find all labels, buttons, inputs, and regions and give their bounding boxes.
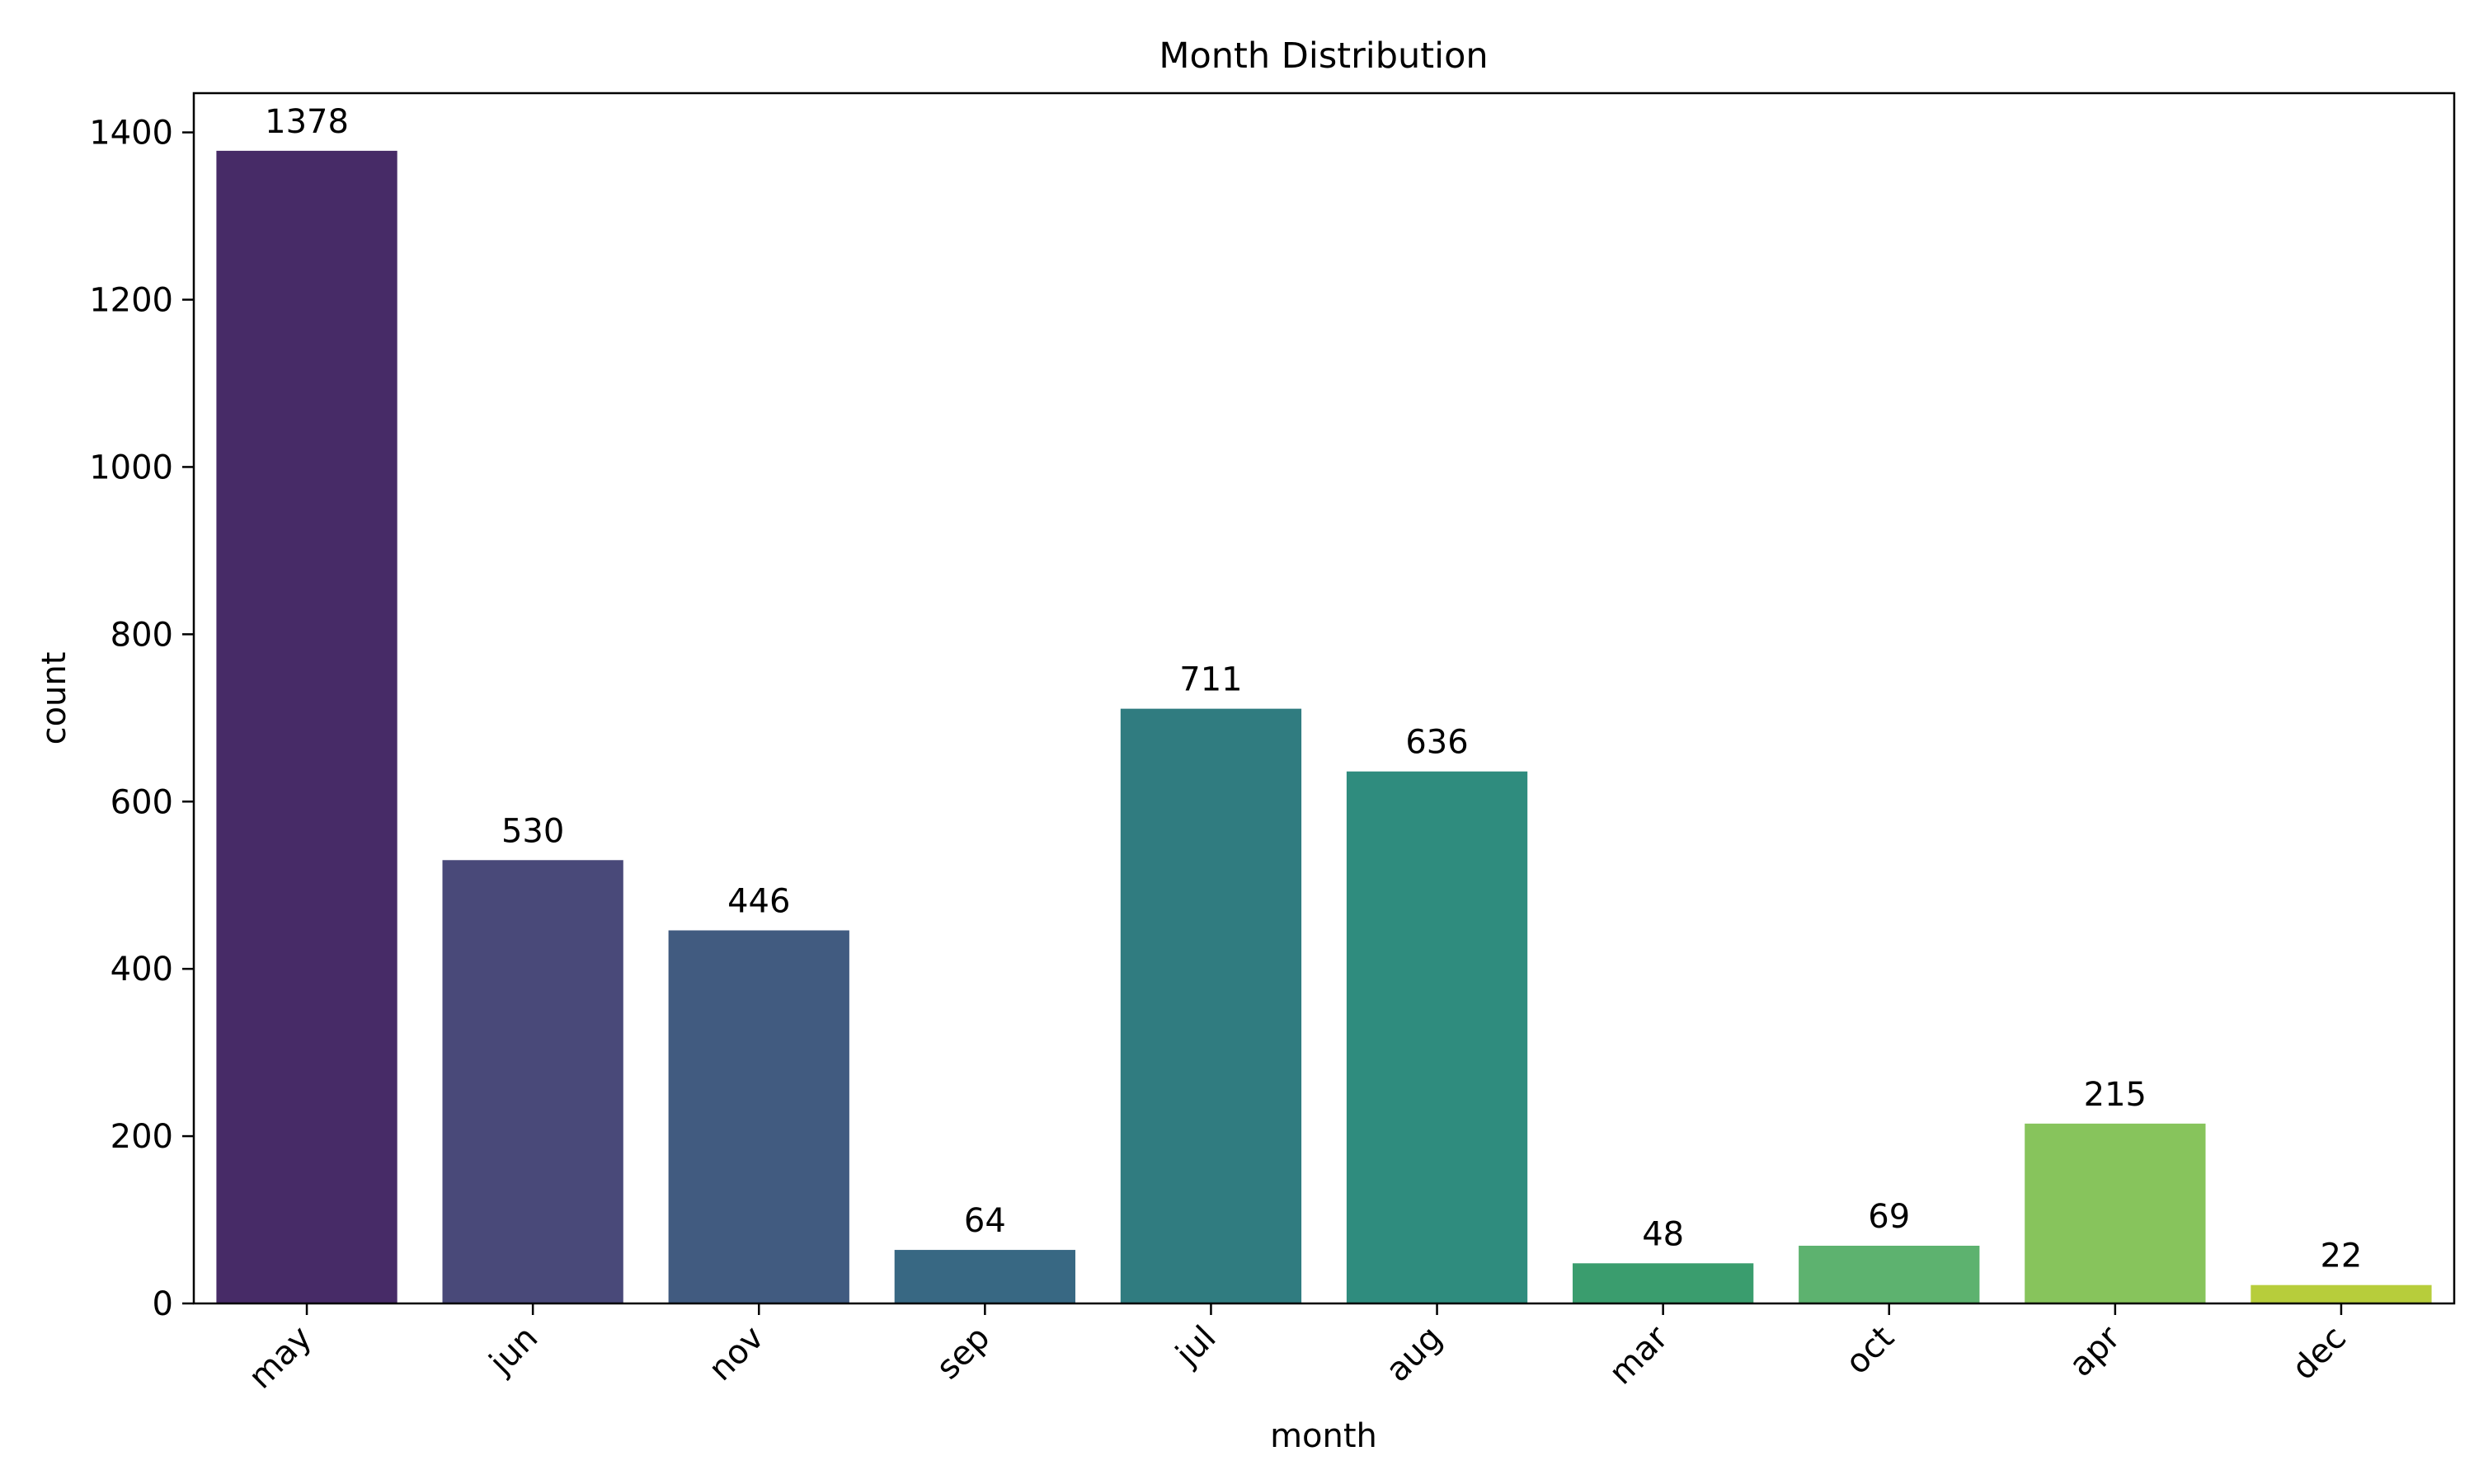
data-label-sep: 64 [964,1202,1006,1240]
data-label-nov: 446 [727,882,790,920]
bar-jun [442,860,623,1303]
x-axis-label: month [1270,1417,1377,1455]
bars-group [216,150,2432,1303]
bar-jul [1120,708,1302,1303]
data-label-apr: 215 [2084,1076,2147,1114]
bar-nov [668,930,849,1303]
y-tick-label-0: 0 [153,1285,173,1323]
y-tick-label-800: 800 [111,616,173,654]
y-axis-label: count [35,652,73,745]
bar-mar [1573,1263,1754,1303]
data-label-jun: 530 [501,812,564,850]
data-label-dec: 22 [2320,1237,2362,1275]
bar-apr [2025,1123,2206,1303]
chart-title: Month Distribution [1159,35,1488,77]
bar-oct [1799,1245,1980,1303]
plot-frame [192,92,2456,1305]
data-label-jul: 711 [1179,661,1242,699]
data-label-mar: 48 [1642,1215,1684,1253]
bar-sep [894,1250,1075,1303]
y-tick-label-200: 200 [111,1118,173,1156]
data-label-oct: 69 [1868,1198,1910,1236]
y-tick-label-1400: 1400 [89,115,173,153]
data-labels-group: 1378 530 446 64 711 636 48 69 215 22 [265,103,2362,1275]
data-label-may: 1378 [265,103,349,141]
y-axis: 0 200 400 600 800 1000 1200 1400 [89,115,194,1323]
y-tick-label-600: 600 [111,783,173,821]
bar-may [216,150,397,1303]
bar-aug [1346,771,1528,1303]
y-tick-label-400: 400 [111,951,173,989]
y-tick-label-1000: 1000 [89,448,173,486]
data-label-aug: 636 [1405,724,1468,762]
bar-dec [2251,1284,2432,1303]
y-tick-label-1200: 1200 [89,282,173,320]
